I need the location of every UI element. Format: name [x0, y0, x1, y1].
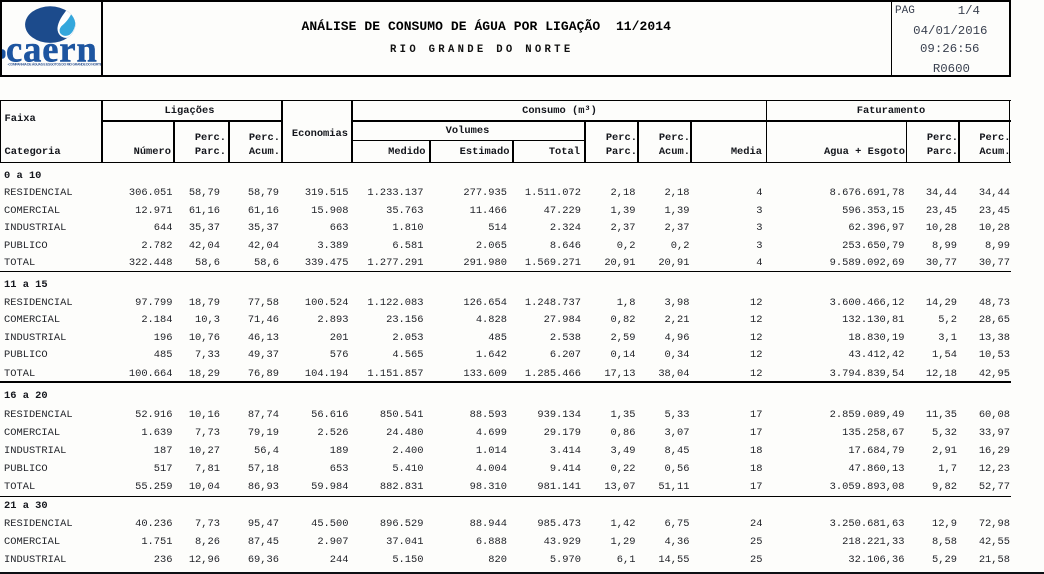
- svg-text:-COMPANHIA DE ÁGUAS E ESGOTOS: -COMPANHIA DE ÁGUAS E ESGOTOS DO RIO GRA…: [8, 61, 102, 66]
- svg-text:caern: caern: [6, 29, 98, 70]
